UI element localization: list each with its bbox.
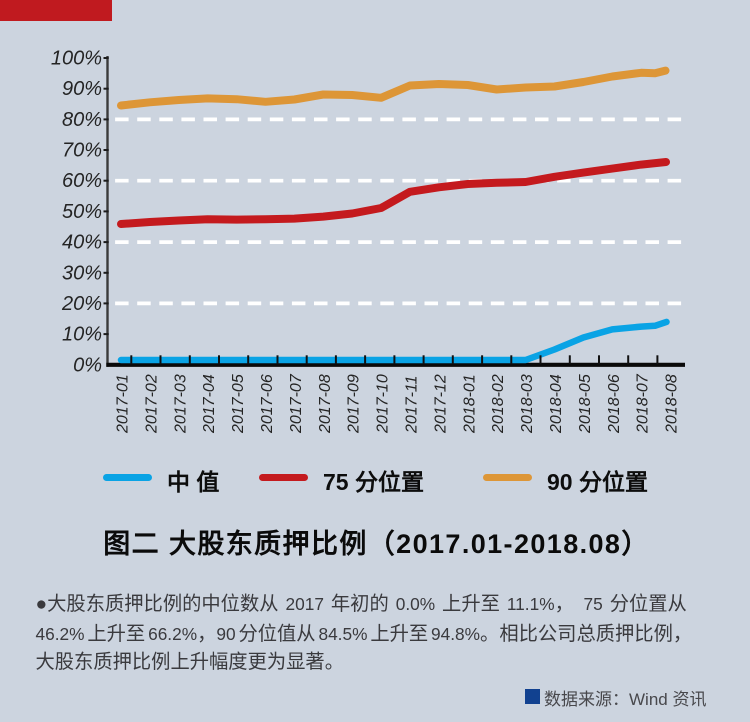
svg-text:80%: 80% (62, 109, 102, 131)
svg-text:2017-06: 2017-06 (259, 374, 276, 434)
svg-text:2017-02: 2017-02 (143, 374, 160, 434)
svg-text:40%: 40% (62, 232, 102, 254)
svg-text:2017-03: 2017-03 (172, 374, 189, 434)
svg-text:2017-07: 2017-07 (288, 373, 305, 434)
svg-text:2018-05: 2018-05 (577, 374, 594, 434)
svg-text:2017-04: 2017-04 (201, 374, 218, 434)
svg-text:2017-01: 2017-01 (115, 374, 132, 434)
svg-text:2018-07: 2018-07 (635, 373, 652, 434)
svg-text:70%: 70% (62, 140, 102, 162)
svg-text:2017-09: 2017-09 (346, 374, 363, 434)
svg-text:2017-05: 2017-05 (230, 374, 247, 434)
svg-text:2017-12: 2017-12 (432, 374, 449, 434)
svg-text:2017-10: 2017-10 (375, 374, 392, 434)
svg-text:60%: 60% (62, 170, 102, 192)
svg-text:20%: 20% (61, 293, 102, 315)
svg-text:2018-06: 2018-06 (606, 374, 623, 434)
svg-text:2018-02: 2018-02 (490, 374, 507, 434)
svg-text:50%: 50% (62, 201, 102, 223)
svg-text:10%: 10% (62, 324, 102, 346)
svg-text:0%: 0% (73, 354, 102, 376)
svg-text:2018-08: 2018-08 (664, 374, 681, 434)
svg-text:100%: 100% (51, 48, 102, 70)
svg-text:2017-08: 2017-08 (317, 374, 334, 434)
svg-text:2018-04: 2018-04 (548, 374, 565, 434)
svg-text:2017-11: 2017-11 (404, 375, 421, 434)
svg-text:90%: 90% (62, 78, 102, 100)
svg-text:30%: 30% (62, 262, 102, 284)
svg-text:2018-01: 2018-01 (461, 374, 478, 434)
svg-text:2018-03: 2018-03 (519, 374, 536, 434)
